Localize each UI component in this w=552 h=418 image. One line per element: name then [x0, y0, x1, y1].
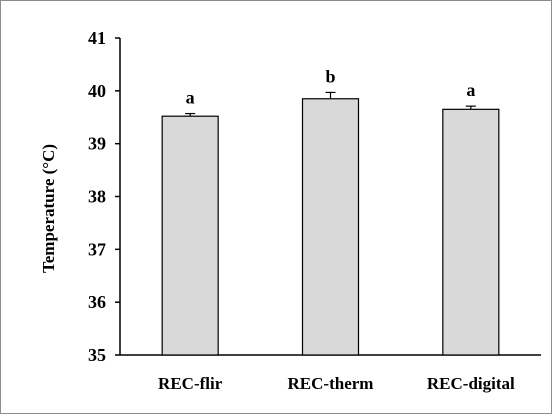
y-tick-label: 38	[88, 187, 106, 207]
y-axis-title: Temperature (°C)	[39, 144, 58, 273]
bar	[442, 108, 500, 356]
significance-label: b	[325, 66, 335, 86]
y-tick-label: 39	[88, 134, 106, 154]
category-label: REC-flir	[158, 374, 223, 393]
y-tick-label: 35	[88, 345, 106, 365]
y-ticks: 35 36 37 38 39 40 41	[88, 28, 120, 365]
category-label: REC-therm	[288, 374, 374, 393]
y-tick-label: 36	[88, 292, 106, 312]
significance-label: a	[186, 88, 195, 108]
bars: a b a	[161, 66, 500, 356]
y-tick-label: 37	[88, 239, 106, 259]
category-labels: REC-flir REC-therm REC-digital	[158, 374, 515, 393]
category-label: REC-digital	[427, 374, 515, 393]
y-tick-label: 40	[88, 81, 106, 101]
significance-label: a	[466, 80, 475, 100]
bar	[301, 98, 360, 356]
y-tick-label: 41	[88, 28, 106, 48]
bar	[161, 115, 219, 356]
